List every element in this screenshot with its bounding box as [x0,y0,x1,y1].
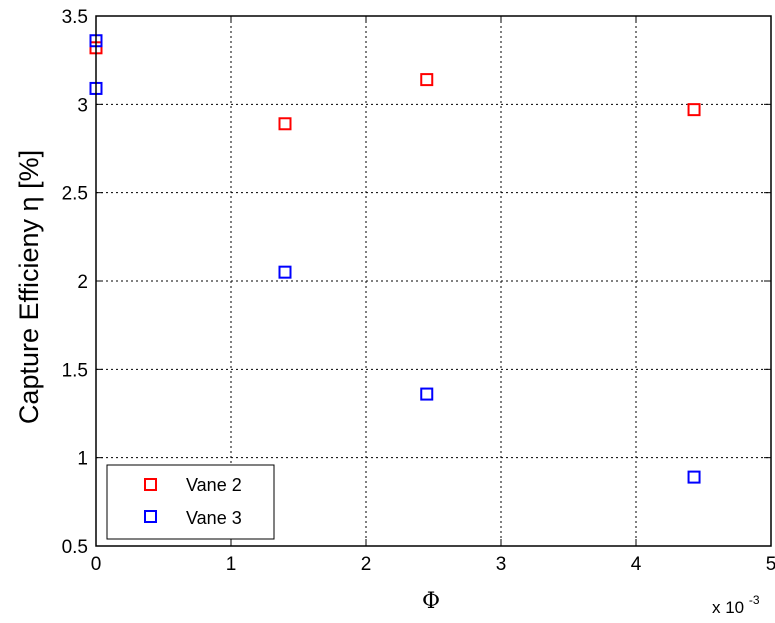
plot-area [96,16,771,546]
legend: Vane 2 Vane 3 [106,464,275,540]
x-axis-multiplier-exponent: -3 [749,593,760,607]
grid-lines [96,16,771,546]
y-axis-label: Capture Efficieny η [%] [14,150,44,424]
x-tick-label: 1 [226,554,237,575]
legend-box [106,464,275,540]
data-point-vane-3 [278,265,292,279]
axis-ticks: 0 1 2 3 4 5 0.5 1 1.5 2 2.5 3 3.5 [62,7,775,575]
y-tick-label: 0.5 [62,537,88,558]
x-tick-label: 5 [766,554,775,575]
data-point-vane-2 [687,103,701,117]
x-tick-label: 3 [496,554,507,575]
legend-marker-vane-2 [144,478,157,491]
x-tick-label: 4 [631,554,642,575]
y-tick-label: 3 [77,95,88,116]
y-tick-label: 1.5 [62,360,88,381]
y-tick-label: 2.5 [62,184,88,205]
y-tick-label: 3.5 [62,7,88,28]
x-tick-label: 0 [91,554,102,575]
legend-marker-vane-3 [144,510,157,523]
x-axis-label: Φ [422,589,440,614]
y-tick-label: 1 [77,449,88,470]
x-tick-label: 2 [361,554,372,575]
x-axis-multiplier: x 10 -3 [712,593,760,617]
x-axis-multiplier-base: x 10 [712,598,744,617]
legend-label-vane-2: Vane 2 [186,475,242,495]
data-point-vane-2 [420,73,434,87]
legend-label-vane-3: Vane 3 [186,508,242,528]
data-point-vane-2 [278,117,292,131]
y-tick-label: 2 [77,272,88,293]
data-point-vane-3 [687,470,701,484]
data-point-vane-3 [420,387,434,401]
